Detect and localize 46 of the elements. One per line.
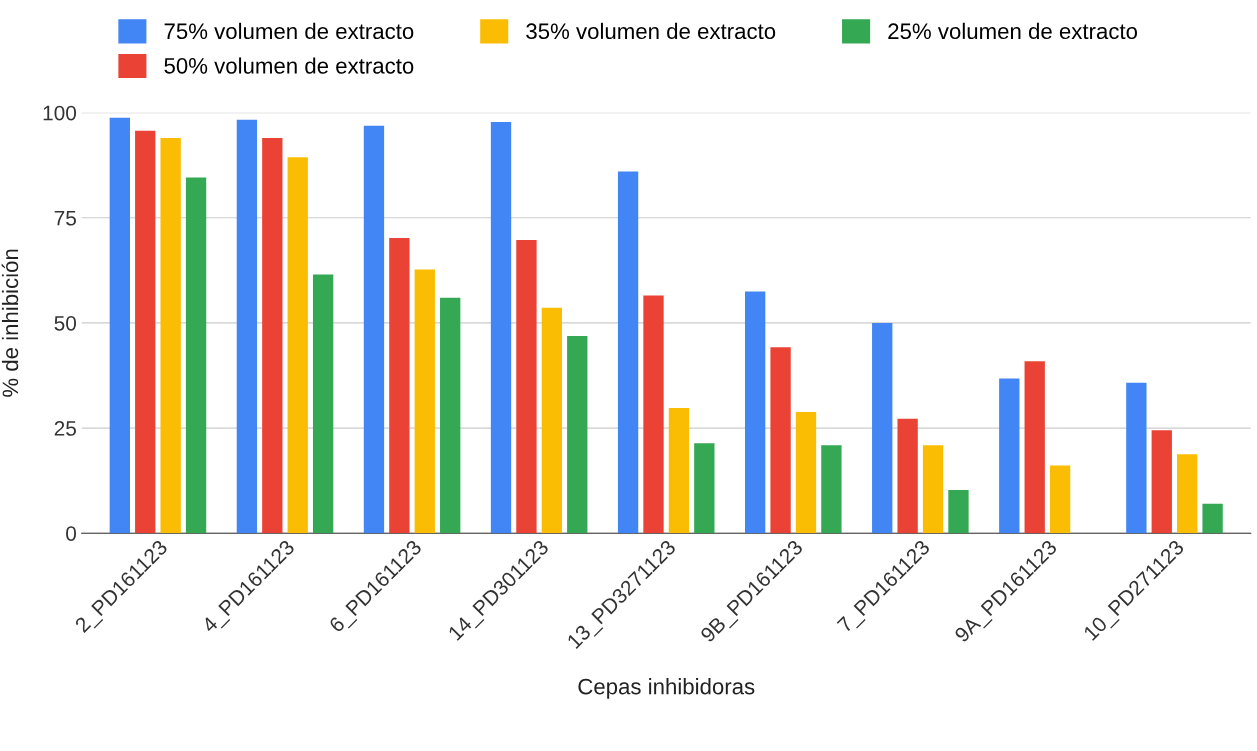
y-tick-label: 100 — [43, 105, 77, 121]
bar — [135, 130, 156, 534]
bar — [922, 445, 944, 534]
bar — [1126, 382, 1147, 534]
bar — [516, 240, 537, 534]
bar — [287, 157, 308, 534]
bar — [897, 418, 918, 534]
bar — [109, 117, 130, 534]
legend-label: 35% volumen de extracto — [526, 22, 776, 40]
bar — [312, 274, 334, 534]
bar — [389, 237, 410, 534]
bar — [440, 297, 461, 534]
bar — [948, 489, 969, 534]
bar — [770, 347, 791, 534]
legend-label: 50% volumen de extracto — [164, 57, 414, 74]
bar — [872, 322, 893, 534]
bar — [1177, 454, 1198, 534]
bar — [1202, 503, 1223, 534]
legend-label: 75% volumen de extracto — [164, 22, 414, 40]
bar — [795, 412, 817, 534]
bar — [1151, 430, 1172, 534]
bar — [668, 407, 690, 534]
bar — [643, 295, 664, 534]
y-tick-label: 0 — [66, 526, 77, 541]
x-axis-title: Cepas inhibidoras — [578, 678, 755, 699]
bar — [363, 125, 385, 534]
bar — [694, 443, 715, 534]
bar — [262, 137, 283, 534]
bar — [414, 269, 435, 534]
legend-label: 25% volumen de extracto — [888, 22, 1138, 40]
bar — [236, 119, 258, 534]
bar — [617, 171, 639, 534]
y-tick-label: 25 — [54, 421, 76, 436]
bar — [490, 121, 512, 534]
bar — [185, 177, 207, 534]
bar — [999, 378, 1020, 534]
bar — [1049, 465, 1071, 534]
bar — [821, 445, 842, 534]
bar — [1024, 361, 1045, 534]
bar — [744, 291, 766, 534]
y-tick-label: 50 — [54, 315, 77, 331]
bar — [567, 335, 588, 534]
y-tick-label: 75 — [54, 211, 76, 226]
bar — [541, 307, 563, 534]
bar — [160, 137, 181, 534]
y-axis-title: % de inhibición — [1, 249, 19, 397]
